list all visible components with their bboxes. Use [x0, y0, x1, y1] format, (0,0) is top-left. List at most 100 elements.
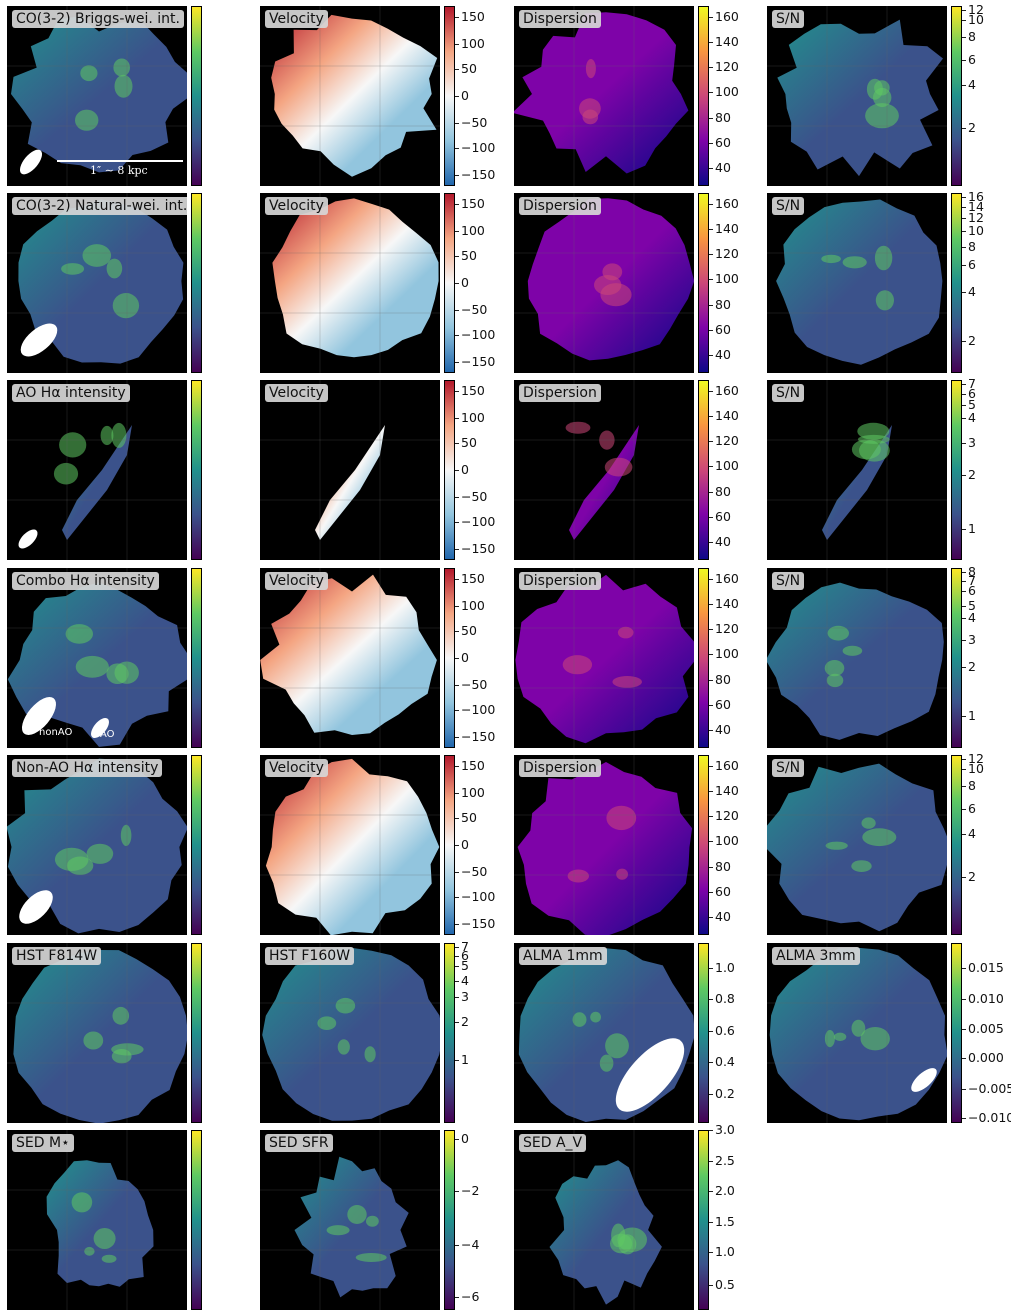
map-image	[514, 755, 694, 935]
colorbar-tick-label: 140	[709, 408, 739, 423]
colorbar-tick-label: −2	[454, 1183, 480, 1199]
colorbar-tick-label: −150	[454, 167, 496, 183]
colorbar-tick-label: 100	[709, 833, 739, 849]
map-image	[767, 6, 947, 186]
colorbar	[698, 568, 709, 748]
colorbar-tick-label: −150	[454, 354, 496, 370]
colorbar-tick-label: 6	[962, 386, 976, 402]
panel-label: Velocity	[265, 384, 328, 402]
colorbar	[951, 568, 962, 748]
colorbar	[698, 380, 709, 560]
map-image	[260, 1130, 440, 1310]
map-image	[767, 755, 947, 935]
colorbar-tick-label: 12	[962, 210, 984, 226]
map-panel: Dispersion	[514, 193, 694, 373]
colorbar-tick-label: 140	[709, 34, 739, 49]
map-panel: Dispersion	[514, 568, 694, 748]
map-panel: Velocity	[260, 755, 440, 935]
colorbar-tick-label: 40	[709, 534, 731, 549]
colorbar	[951, 193, 962, 373]
map-panel: ALMA 3mm	[767, 943, 947, 1123]
colorbar-tick-label: 50	[455, 248, 477, 263]
colorbar-tick-label: 5	[962, 397, 976, 413]
colorbar-tick-label: 8	[962, 239, 976, 254]
panel-label: Velocity	[265, 759, 328, 777]
colorbar-tick-label: −100	[454, 327, 496, 343]
colorbar-tick-label: 7	[455, 938, 469, 954]
colorbar-tick-label: 2	[962, 332, 976, 348]
colorbar-tick-label: 2.5	[709, 1152, 735, 1168]
colorbar-tick-label: 4	[962, 409, 976, 425]
colorbar-tick-label: 40	[709, 722, 731, 737]
map-panel: Dispersion	[514, 380, 694, 560]
colorbar	[444, 380, 455, 560]
colorbar-tick-label: 0.010	[962, 990, 1004, 1006]
colorbar-tick-label: 150	[455, 382, 485, 398]
colorbar-tick-label: 160	[709, 757, 739, 773]
map-image	[514, 943, 694, 1123]
colorbar-tick-label: 10	[962, 761, 984, 777]
colorbar-tick-label: 0	[455, 837, 469, 852]
colorbar-tick-label: −0.010	[961, 1111, 1011, 1124]
colorbar-tick-label: 40	[709, 160, 731, 175]
colorbar-tick-label: 4	[962, 610, 976, 626]
map-image	[7, 1130, 187, 1310]
colorbar-tick-label: 3	[962, 632, 976, 647]
colorbar	[191, 755, 202, 935]
panel-label: S/N	[772, 759, 805, 777]
colorbar-tick-label: 0.2	[709, 1086, 735, 1102]
map-image	[260, 568, 440, 748]
colorbar-tick-label: 16	[962, 188, 984, 204]
map-panel: SED SFR	[260, 1130, 440, 1310]
colorbar-tick-label: 100	[455, 784, 485, 800]
colorbar-tick-label: 120	[709, 246, 739, 262]
colorbar	[698, 6, 709, 186]
colorbar-tick-label: 80	[709, 109, 731, 125]
colorbar-tick-label: 140	[709, 221, 739, 236]
colorbar-tick-label: 3	[455, 989, 469, 1004]
colorbar	[951, 6, 962, 186]
map-image	[767, 380, 947, 560]
colorbar-tick-label: 1.0	[709, 960, 735, 976]
colorbar-tick-label: 150	[455, 195, 485, 211]
colorbar	[444, 193, 455, 373]
colorbar	[444, 568, 455, 748]
map-panel: SED A_V	[514, 1130, 694, 1310]
colorbar-tick-label: 4	[962, 77, 976, 93]
map-image	[7, 380, 187, 560]
colorbar-tick-label: 100	[709, 458, 739, 474]
panel-label: S/N	[772, 572, 805, 590]
colorbar	[444, 755, 455, 935]
colorbar-tick-label: 10	[962, 222, 984, 238]
colorbar-tick-label: −150	[454, 916, 496, 932]
colorbar-tick-label: 0	[455, 88, 469, 103]
colorbar-tick-label: 0.6	[709, 1023, 735, 1039]
map-image	[767, 193, 947, 373]
colorbar-tick-label: −150	[454, 541, 496, 557]
colorbar-tick-label: 12	[962, 1, 984, 17]
colorbar-tick-label: 0	[455, 650, 469, 665]
colorbar-tick-label: 0	[455, 275, 469, 290]
colorbar-tick-label: 6	[962, 257, 976, 272]
map-image	[514, 6, 694, 186]
colorbar	[191, 6, 202, 186]
colorbar-tick-label: 3	[962, 435, 976, 450]
colorbar-tick-label: 100	[455, 597, 485, 613]
colorbar-tick-label: 0	[455, 462, 469, 477]
panel-label: SED A_V	[519, 1134, 587, 1152]
colorbar-tick-label: 7	[962, 375, 976, 391]
map-panel: Non-AO Hα intensity	[7, 755, 187, 935]
colorbar-tick-label: −50	[454, 302, 488, 317]
colorbar-tick-label: 8	[962, 28, 976, 44]
colorbar-tick-label: 14	[962, 199, 984, 215]
colorbar	[191, 193, 202, 373]
map-panel: Dispersion	[514, 755, 694, 935]
colorbar-tick-label: 0.005	[962, 1021, 1004, 1037]
map-image	[767, 568, 947, 748]
panel-label: ALMA 1mm	[519, 947, 607, 965]
colorbar-tick-label: 50	[455, 61, 477, 76]
colorbar	[698, 755, 709, 935]
colorbar-tick-label: 4	[962, 826, 976, 842]
colorbar-tick-label: 8	[962, 777, 976, 793]
map-image	[7, 193, 187, 373]
